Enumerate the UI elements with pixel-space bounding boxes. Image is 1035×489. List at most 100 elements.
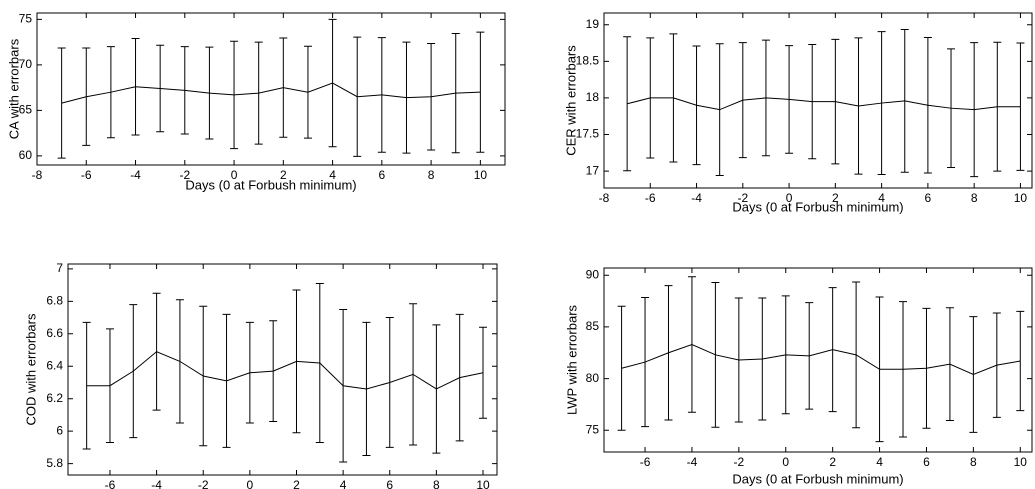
y-tick-label: 5.8	[46, 456, 63, 470]
error-bar	[945, 307, 954, 421]
error-bar	[328, 18, 337, 148]
error-bar	[152, 292, 161, 411]
y-tick-label: 18.5	[576, 53, 600, 67]
data-line	[621, 343, 1021, 376]
x-tick-label: 2	[832, 191, 839, 205]
y-tick-label: 60	[19, 148, 33, 162]
error-bar	[664, 285, 673, 421]
error-bar	[245, 321, 254, 424]
error-bar	[479, 326, 488, 419]
error-bar	[808, 43, 817, 160]
x-tick-label: -4	[691, 191, 702, 205]
x-axis-label: Days (0 at Forbush minimum)	[185, 177, 356, 192]
x-tick-label: 10	[1014, 455, 1028, 469]
y-tick-label: 7	[56, 261, 63, 275]
error-bar	[623, 36, 632, 172]
x-tick-label: 8	[971, 191, 978, 205]
error-bar	[805, 302, 814, 410]
x-tick-label: -2	[179, 168, 190, 182]
x-tick-label: 2	[293, 478, 300, 489]
x-tick-label: -4	[151, 478, 162, 489]
error-bar	[1016, 42, 1025, 171]
error-bar	[279, 37, 288, 138]
y-tick-label: 6.6	[46, 326, 63, 340]
x-tick-label: 6	[925, 191, 932, 205]
error-bar	[970, 42, 979, 178]
x-tick-label: -2	[198, 478, 209, 489]
y-tick-label: 18	[586, 90, 600, 104]
error-bar	[734, 297, 743, 423]
error-bar	[427, 42, 436, 151]
error-bar	[711, 281, 720, 428]
error-bar	[947, 48, 956, 168]
error-bar	[852, 281, 861, 429]
x-tick-label: -6	[645, 191, 656, 205]
error-bar	[692, 45, 701, 166]
error-bar	[353, 36, 362, 157]
subplot: -8 -6 -4 -2 0 2 4 6 8 10 17 17.5 18 18.5 19 Days (0 at …	[563, 12, 1033, 214]
error-bar	[175, 299, 184, 424]
x-tick-label: 4	[878, 191, 885, 205]
error-bar	[451, 32, 460, 154]
error-bar	[199, 305, 208, 447]
x-tick-label: 2	[280, 168, 287, 182]
error-bar	[476, 31, 485, 153]
y-tick-label: 17	[586, 163, 600, 177]
x-tick-label: 0	[231, 168, 238, 182]
error-bar	[315, 282, 324, 444]
error-bar	[877, 31, 886, 175]
x-tick-label: 6	[378, 168, 385, 182]
error-bar	[992, 312, 1001, 418]
error-bar	[131, 37, 140, 136]
y-axis-label: COD with errorbars	[23, 313, 38, 425]
error-bar	[82, 321, 91, 450]
x-tick-label: 10	[474, 168, 488, 182]
y-tick-label: 65	[19, 103, 33, 117]
error-bar	[205, 46, 214, 140]
error-bar	[269, 320, 278, 422]
x-axis-label: Days (0 at Forbush minimum)	[732, 199, 903, 214]
error-bar	[669, 33, 678, 163]
error-bar	[781, 295, 790, 415]
x-tick-label: -2	[734, 455, 745, 469]
axes-box	[67, 263, 498, 476]
error-bar	[993, 41, 1002, 172]
error-bar	[339, 308, 348, 463]
error-bar	[646, 37, 655, 159]
y-tick-label: 17.5	[576, 127, 600, 141]
error-bar	[785, 45, 794, 154]
x-tick-label: -6	[81, 168, 92, 182]
error-bar	[738, 42, 747, 159]
error-bar	[455, 313, 464, 442]
error-bar	[641, 296, 650, 428]
error-bar	[292, 289, 301, 434]
x-tick-label: -2	[737, 191, 748, 205]
y-tick-label: 85	[586, 319, 600, 333]
y-tick-label: 75	[19, 12, 33, 26]
error-bar	[106, 46, 115, 139]
y-tick-label: 6.2	[46, 391, 63, 405]
error-bar	[687, 276, 696, 413]
x-tick-label: -4	[687, 455, 698, 469]
x-tick-label: 0	[786, 191, 793, 205]
x-tick-label: 6	[386, 478, 393, 489]
error-bar	[303, 45, 312, 139]
error-bar	[922, 307, 931, 429]
x-tick-label: -8	[599, 191, 610, 205]
y-tick-label: 80	[586, 371, 600, 385]
y-axis-label: CA with errorbars	[6, 38, 21, 139]
error-bar	[129, 304, 138, 439]
axes-box	[603, 12, 1033, 189]
error-bar	[377, 37, 386, 153]
y-tick-label: 19	[586, 17, 600, 31]
error-bar	[969, 316, 978, 433]
y-axis-label: LWP with errorbars	[564, 304, 579, 415]
y-tick-label: 90	[586, 267, 600, 281]
subplot: -6 -4 -2 0 2 4 6 8 10 75 80 85 90 Days (0 at Forbush …	[564, 267, 1033, 486]
x-tick-label: 4	[876, 455, 883, 469]
error-bar	[230, 40, 239, 150]
y-tick-label: 6.4	[46, 358, 63, 372]
x-tick-label: 4	[329, 168, 336, 182]
axes-box	[603, 267, 1033, 453]
